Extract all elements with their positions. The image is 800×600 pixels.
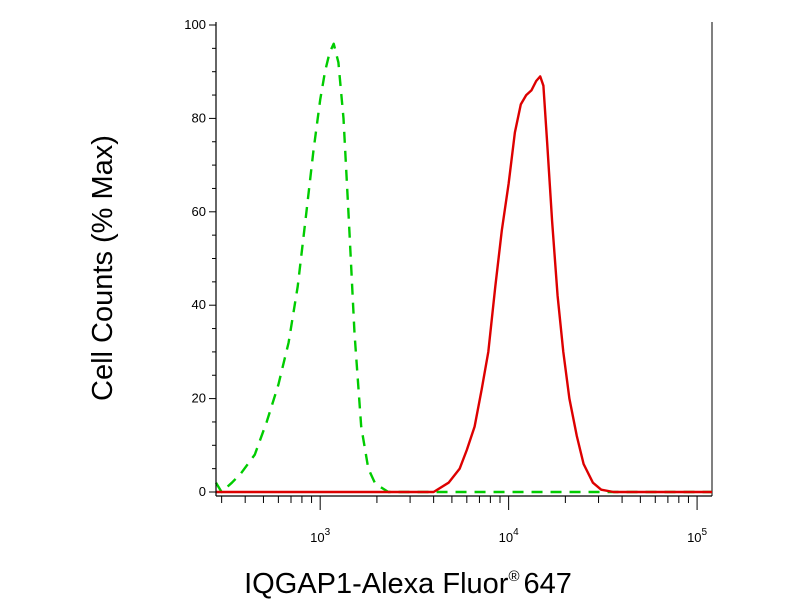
y-tick-label: 100 xyxy=(184,17,206,32)
y-tick-label: 60 xyxy=(192,204,206,219)
y-tick-label: 80 xyxy=(192,110,206,125)
x-axis-title-main: IQGAP1-Alexa Fluor xyxy=(244,568,509,600)
x-axis-title: IQGAP1-Alexa Fluor® 647 xyxy=(244,568,572,600)
x-axis-title-superscript: ® xyxy=(508,568,519,585)
x-axis: 103 104 105 xyxy=(216,495,712,545)
y-tick-label: 0 xyxy=(199,484,206,499)
plot-area xyxy=(214,22,713,496)
control-histogram-line xyxy=(214,42,712,494)
y-axis: 0 20 40 60 80 100 xyxy=(184,17,217,499)
x-tick-label: 105 xyxy=(687,527,707,545)
y-tick-label: 20 xyxy=(192,391,206,406)
sample-histogram-line xyxy=(216,75,712,494)
y-tick-label: 40 xyxy=(192,297,206,312)
x-tick-label: 104 xyxy=(499,527,519,545)
x-axis-title-suffix: 647 xyxy=(524,568,572,600)
y-axis-title: Cell Counts (% Max) xyxy=(87,135,119,401)
x-tick-label: 103 xyxy=(310,527,330,545)
